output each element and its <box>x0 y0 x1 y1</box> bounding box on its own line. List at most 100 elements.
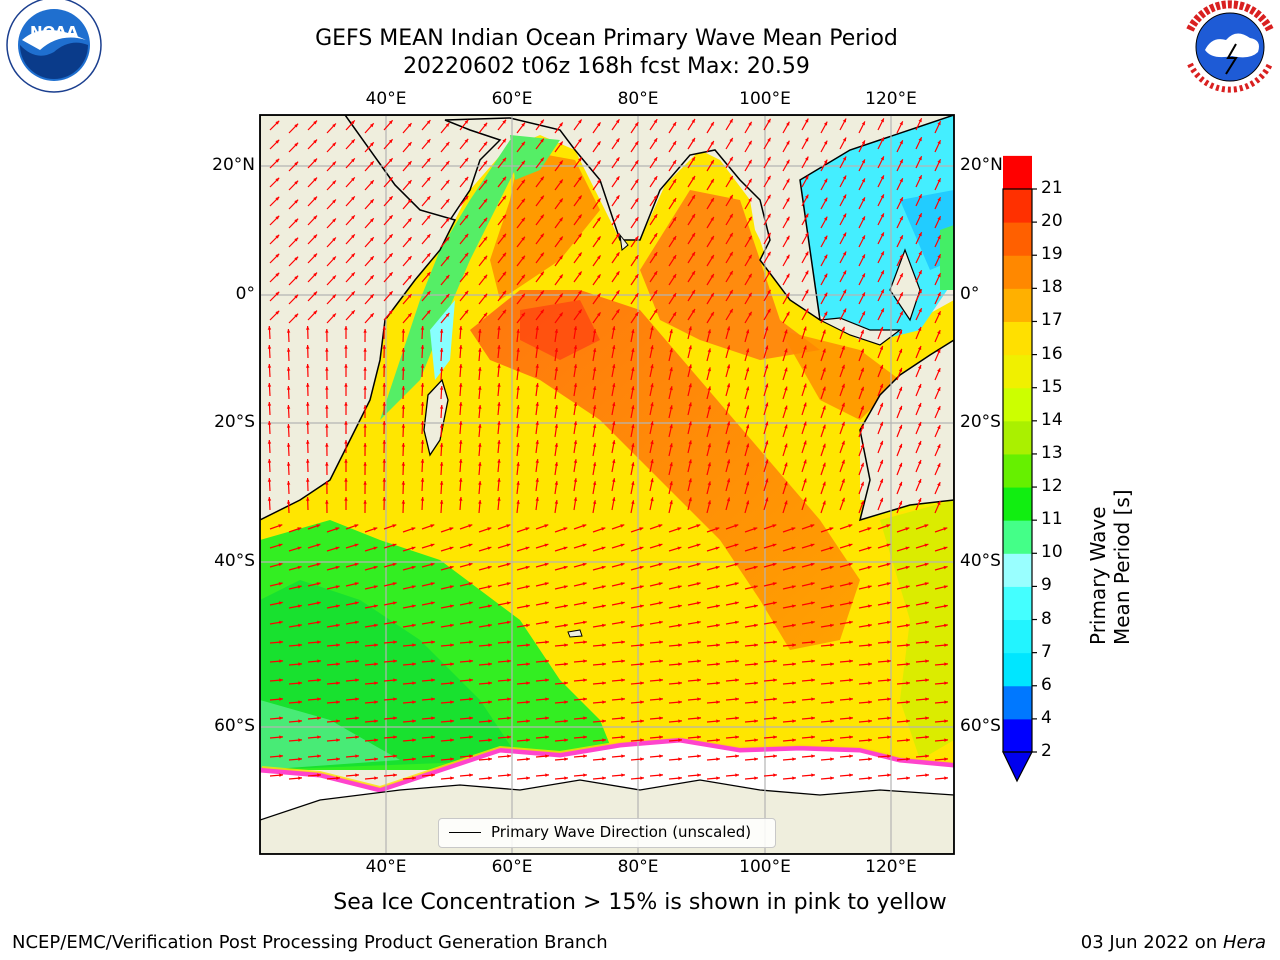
wave-arrow-head <box>925 640 929 644</box>
wave-arrow-head <box>564 623 568 628</box>
wave-arrow-head <box>401 443 406 447</box>
wave-arrow-head <box>535 421 539 425</box>
wave-arrow-head <box>841 364 845 369</box>
wave-arrow-head <box>688 440 692 445</box>
wave-arrow-head <box>691 252 695 256</box>
wave-arrow-head <box>765 440 769 445</box>
wave-arrow-head <box>612 383 616 388</box>
wave-arrow-head <box>918 308 922 313</box>
wave-arrow-head <box>449 585 454 589</box>
wave-arrow-head <box>792 757 796 761</box>
wave-arrow-head <box>849 697 853 701</box>
wave-arrow-head <box>597 274 601 279</box>
wave-arrow-head <box>483 293 488 298</box>
wave-arrow-head <box>772 562 777 567</box>
wave-arrow-head <box>325 481 329 485</box>
wave-arrow-head <box>354 562 359 567</box>
wave-arrow-head <box>918 365 922 369</box>
wave-arrow-head <box>468 601 473 605</box>
wave-arrow-head <box>772 582 777 586</box>
wave-arrow-head <box>753 604 758 608</box>
wave-arrow-head <box>659 620 663 625</box>
wave-arrow-head <box>507 678 511 682</box>
wave-arrow-head <box>767 156 771 161</box>
wave-arrow-head <box>735 640 739 644</box>
wave-arrow-head <box>407 123 412 127</box>
wave-arrow-head <box>880 289 884 294</box>
wave-arrow-head <box>621 620 625 625</box>
wave-arrow-head <box>918 213 922 218</box>
wave-arrow-head <box>734 524 739 528</box>
wave-arrow-head <box>754 623 758 628</box>
wave-arrow-head <box>502 119 506 124</box>
wave-arrow-head <box>316 543 321 547</box>
wave-arrow-head <box>707 386 711 391</box>
wave-arrow-head <box>745 367 750 372</box>
colorbar-tick-label: 14 <box>1041 409 1063 430</box>
wave-arrow-head <box>688 497 692 502</box>
wave-arrow-head <box>653 290 658 295</box>
wave-arrow-head <box>688 402 692 407</box>
wave-arrow-head <box>351 253 355 258</box>
wave-arrow-head <box>430 601 435 605</box>
wave-arrow-head <box>502 309 506 314</box>
wave-arrow-head <box>773 773 777 777</box>
wave-arrow-head <box>559 293 563 298</box>
wave-arrow-head <box>823 235 828 240</box>
wave-arrow-head <box>370 275 374 280</box>
wave-arrow-head <box>286 386 291 390</box>
wave-arrow-head <box>640 776 644 780</box>
wave-arrow-head <box>525 565 530 570</box>
wave-arrow-head <box>726 497 731 502</box>
wave-arrow-head <box>612 497 616 502</box>
wave-arrow-head <box>861 197 865 202</box>
wave-arrow-head <box>445 275 450 279</box>
wave-arrow-head <box>420 421 425 425</box>
wave-arrow-head <box>502 138 506 143</box>
wave-arrow-head <box>279 620 283 625</box>
chart-title: GEFS MEAN Indian Ocean Primary Wave Mean… <box>315 26 898 51</box>
wave-arrow-head <box>772 524 777 528</box>
wave-arrow-head <box>906 700 910 704</box>
wave-arrow-head <box>373 546 378 550</box>
wave-arrow-head <box>374 643 378 647</box>
wave-arrow-head <box>535 459 539 463</box>
wave-arrow-head <box>860 462 864 467</box>
wave-arrow-head <box>464 233 469 238</box>
wave-arrow-head <box>294 313 299 318</box>
wave-arrow-head <box>354 543 359 547</box>
wave-arrow-head <box>526 719 530 723</box>
wave-arrow-head <box>317 620 321 625</box>
wave-arrow-head <box>540 271 544 276</box>
wave-arrow-head <box>313 234 317 239</box>
noaa-logo: NOAA <box>6 0 102 93</box>
wave-arrow-head <box>822 348 826 353</box>
wave-arrow-head <box>650 440 654 445</box>
wave-arrow-head <box>811 697 815 701</box>
wave-arrow-head <box>545 754 549 758</box>
wave-arrow-head <box>420 497 425 501</box>
wave-arrow-head <box>363 481 367 485</box>
wave-arrow-head <box>748 197 752 202</box>
wave-arrow-head <box>880 251 884 256</box>
wave-arrow-head <box>278 601 283 605</box>
wave-arrow-head <box>488 700 492 704</box>
wave-arrow-head <box>786 159 790 164</box>
wave-arrow-head <box>355 697 359 701</box>
wave-arrow-head <box>924 524 929 528</box>
wave-arrow-head <box>325 443 329 447</box>
wave-arrow-head <box>278 524 283 528</box>
wave-arrow-head <box>620 601 625 605</box>
wave-arrow-head <box>710 160 714 164</box>
wave-arrow-head <box>710 255 714 259</box>
wave-arrow-head <box>860 367 864 372</box>
wave-arrow-head <box>944 757 948 761</box>
wave-arrow-head <box>678 681 682 685</box>
wave-arrow-head <box>468 582 473 586</box>
wave-arrow-head <box>592 386 597 390</box>
wave-arrow-head <box>944 681 948 685</box>
wave-arrow-head <box>784 386 788 391</box>
wave-arrow-head <box>426 177 431 181</box>
lat-label-left: 60°S <box>214 716 255 736</box>
wave-arrow-head <box>631 500 635 505</box>
